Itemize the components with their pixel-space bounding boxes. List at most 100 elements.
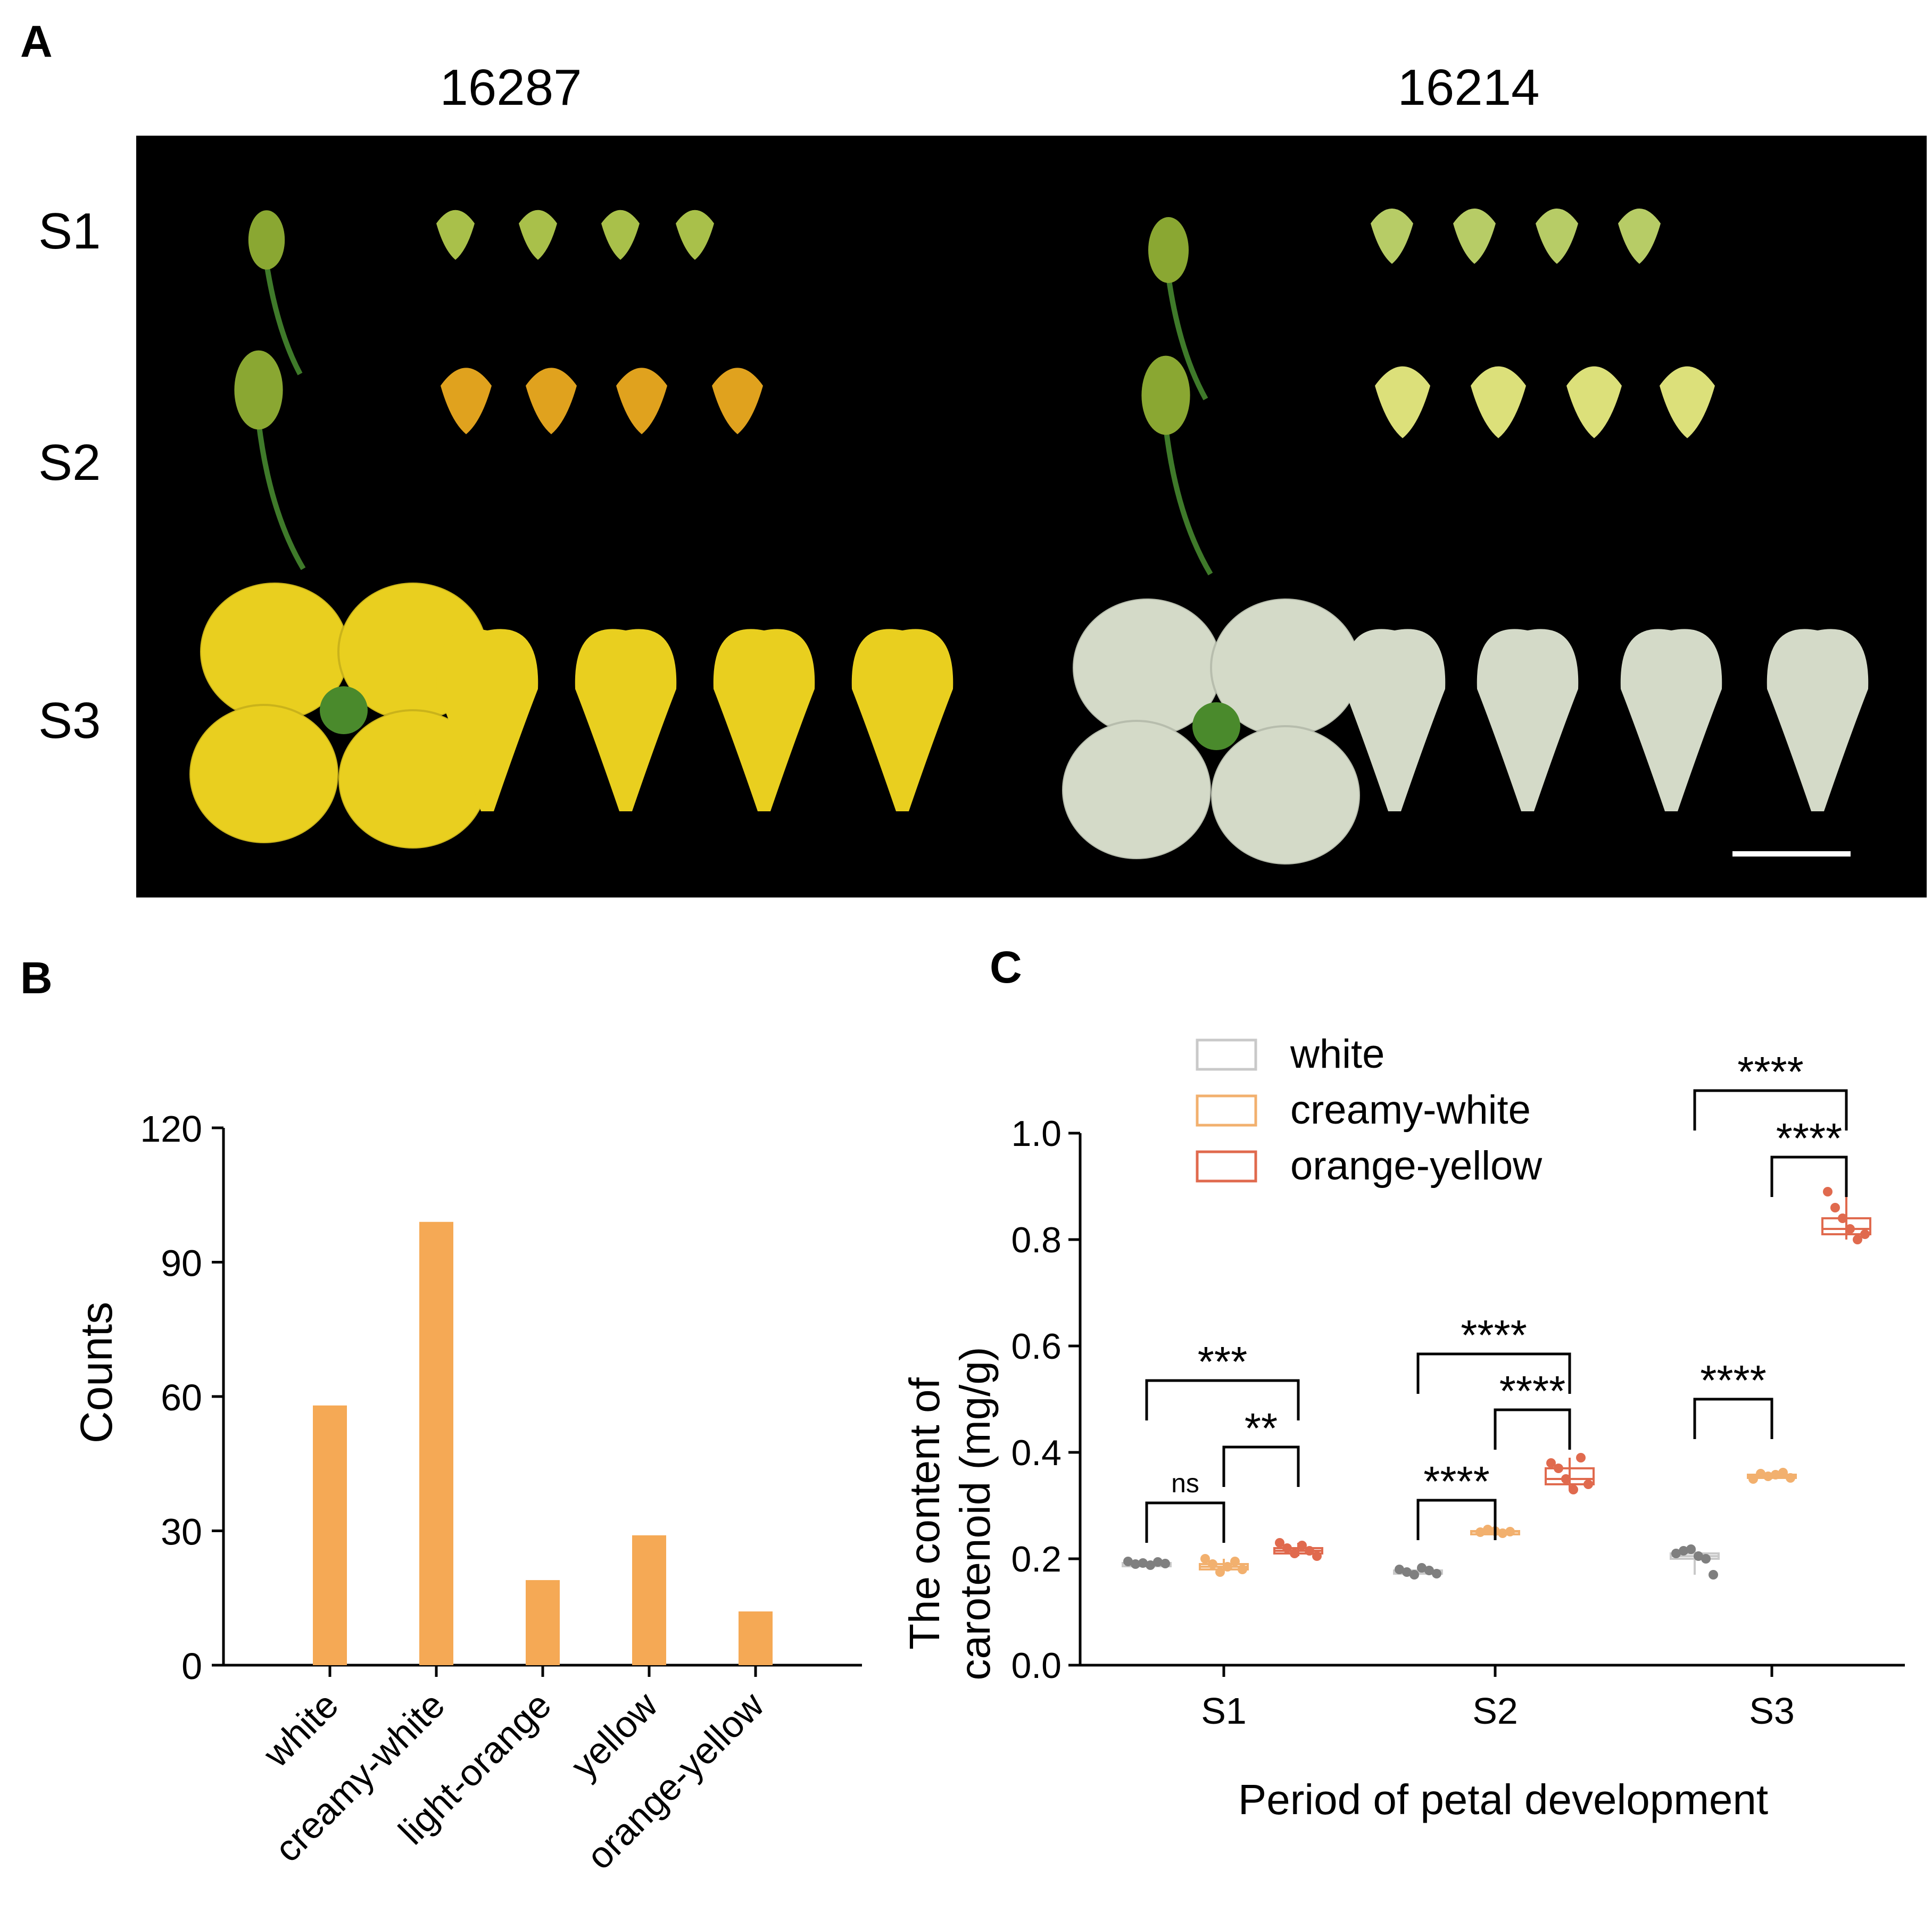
point-creamy-white-S3-4 bbox=[1778, 1468, 1788, 1477]
small-petal-2-2 bbox=[616, 368, 667, 435]
small-petal-1-2 bbox=[1536, 209, 1578, 264]
sig-bracket-0 bbox=[1145, 1501, 1225, 1543]
bar-y-tick-label-120: 120 bbox=[140, 1108, 202, 1150]
point-creamy-white-S1-3 bbox=[1223, 1562, 1232, 1572]
small-petal-2-0 bbox=[441, 368, 492, 435]
bar-y-tick-label-0: 0 bbox=[181, 1645, 202, 1687]
point-creamy-white-S2-3 bbox=[1498, 1528, 1507, 1538]
point-white-S2-5 bbox=[1432, 1569, 1441, 1578]
bar-x-tick-label-yellow: yellow bbox=[563, 1684, 666, 1786]
point-orange-yellow-S2-2 bbox=[1561, 1474, 1571, 1484]
legend-swatch-creamy-white bbox=[1196, 1094, 1257, 1127]
box-x-tick-label-S2: S2 bbox=[1472, 1690, 1518, 1732]
point-creamy-white-S3-1 bbox=[1756, 1469, 1765, 1478]
point-creamy-white-S2-4 bbox=[1505, 1527, 1515, 1536]
box-orange-yellow-S2 bbox=[1545, 1467, 1595, 1485]
point-creamy-white-S1-5 bbox=[1238, 1565, 1247, 1574]
point-white-S1-0 bbox=[1123, 1557, 1133, 1566]
legend-label-white: white bbox=[1290, 1032, 1384, 1077]
point-creamy-white-S2-1 bbox=[1483, 1525, 1492, 1534]
sig-label-8: **** bbox=[1737, 1048, 1804, 1095]
point-orange-yellow-S3-5 bbox=[1860, 1229, 1870, 1239]
sig-label-3: **** bbox=[1423, 1458, 1490, 1505]
stage-label-s1: S1 bbox=[38, 203, 101, 260]
point-white-S2-2 bbox=[1409, 1570, 1419, 1580]
point-white-S3-1 bbox=[1679, 1546, 1688, 1556]
bud-2 bbox=[234, 350, 283, 430]
bud-stem-2 bbox=[256, 421, 306, 570]
large-petal-0-3 bbox=[851, 629, 953, 811]
point-creamy-white-S1-1 bbox=[1208, 1559, 1217, 1569]
small-petal-2-3 bbox=[712, 368, 763, 435]
bar-white bbox=[313, 1405, 347, 1665]
sig-label-2: *** bbox=[1198, 1338, 1247, 1385]
bar-yellow bbox=[632, 1535, 666, 1665]
point-white-S1-2 bbox=[1138, 1558, 1148, 1568]
bud-stem-0 bbox=[264, 263, 303, 376]
petal-photograph-svg bbox=[188, 209, 1869, 866]
point-orange-yellow-S2-4 bbox=[1576, 1453, 1586, 1462]
stage-label-s3: S3 bbox=[38, 692, 101, 749]
point-white-S3-2 bbox=[1686, 1544, 1696, 1554]
point-white-S1-4 bbox=[1153, 1557, 1163, 1567]
panel-label-a: A bbox=[20, 16, 53, 67]
bar-chart-bars bbox=[313, 1221, 773, 1665]
bar-chart-y-axis-label: Counts bbox=[71, 1302, 121, 1443]
point-orange-yellow-S3-3 bbox=[1845, 1224, 1855, 1234]
small-petal-0-3 bbox=[676, 210, 714, 260]
flower-0-petal-2 bbox=[188, 704, 339, 844]
small-petal-0-0 bbox=[436, 210, 475, 260]
bud-stem-1 bbox=[1166, 276, 1208, 401]
point-white-S2-3 bbox=[1417, 1563, 1427, 1573]
flower-1-center bbox=[1192, 702, 1240, 750]
sig-bracket-6 bbox=[1693, 1398, 1773, 1439]
large-petal-1-2 bbox=[1620, 629, 1722, 811]
point-creamy-white-S3-2 bbox=[1763, 1472, 1773, 1481]
point-orange-yellow-S3-1 bbox=[1830, 1203, 1840, 1212]
point-orange-yellow-S1-1 bbox=[1282, 1543, 1292, 1553]
sig-label-7: **** bbox=[1776, 1115, 1843, 1162]
sig-label-0: ns bbox=[1171, 1468, 1199, 1498]
point-orange-yellow-S2-0 bbox=[1546, 1458, 1556, 1468]
box-plot-x-axis-label: Period of petal development bbox=[1238, 1776, 1768, 1823]
point-white-S3-4 bbox=[1701, 1554, 1711, 1564]
small-petal-1-1 bbox=[1453, 209, 1496, 264]
large-petal-0-2 bbox=[713, 629, 815, 811]
panel-label-c: C bbox=[990, 942, 1022, 992]
sig-bracket-8 bbox=[1693, 1089, 1848, 1131]
column-title-16287: 16287 bbox=[440, 59, 582, 116]
legend-label-creamy-white: creamy-white bbox=[1290, 1087, 1531, 1133]
point-creamy-white-S3-5 bbox=[1786, 1473, 1795, 1483]
large-petal-1-3 bbox=[1767, 629, 1869, 811]
column-title-16214: 16214 bbox=[1397, 59, 1540, 116]
point-orange-yellow-S1-3 bbox=[1297, 1541, 1307, 1550]
point-creamy-white-S3-3 bbox=[1771, 1470, 1780, 1480]
point-white-S2-4 bbox=[1424, 1566, 1434, 1575]
bud-3 bbox=[1141, 355, 1190, 435]
point-white-S3-5 bbox=[1709, 1570, 1718, 1580]
bar-y-tick-label-60: 60 bbox=[161, 1377, 202, 1418]
point-creamy-white-S1-0 bbox=[1200, 1554, 1210, 1564]
sig-label-6: **** bbox=[1700, 1357, 1767, 1404]
flower-0-center bbox=[320, 686, 368, 734]
point-orange-yellow-S2-5 bbox=[1583, 1480, 1593, 1489]
box-y-tick-label-0.4: 0.4 bbox=[1011, 1433, 1062, 1473]
box-x-tick-label-S1: S1 bbox=[1201, 1690, 1247, 1732]
point-orange-yellow-S3-2 bbox=[1838, 1213, 1847, 1223]
bar-x-tick-label-white: white bbox=[255, 1684, 346, 1775]
sig-bracket-5 bbox=[1416, 1352, 1571, 1394]
point-orange-yellow-S3-4 bbox=[1853, 1235, 1862, 1244]
small-petal-3-3 bbox=[1660, 366, 1715, 438]
small-petal-2-1 bbox=[526, 368, 577, 435]
sig-bracket-3 bbox=[1416, 1499, 1497, 1540]
point-orange-yellow-S1-2 bbox=[1290, 1549, 1299, 1558]
box-y-tick-label-0.6: 0.6 bbox=[1011, 1326, 1062, 1367]
small-petal-3-0 bbox=[1375, 366, 1430, 438]
legend-swatch-orange-yellow bbox=[1196, 1150, 1257, 1183]
bar-y-tick-label-30: 30 bbox=[161, 1511, 202, 1553]
box-y-tick-label-0.0: 0.0 bbox=[1011, 1645, 1062, 1686]
significance-brackets: ns***************************** bbox=[1145, 1048, 1848, 1543]
point-white-S2-0 bbox=[1395, 1565, 1404, 1574]
